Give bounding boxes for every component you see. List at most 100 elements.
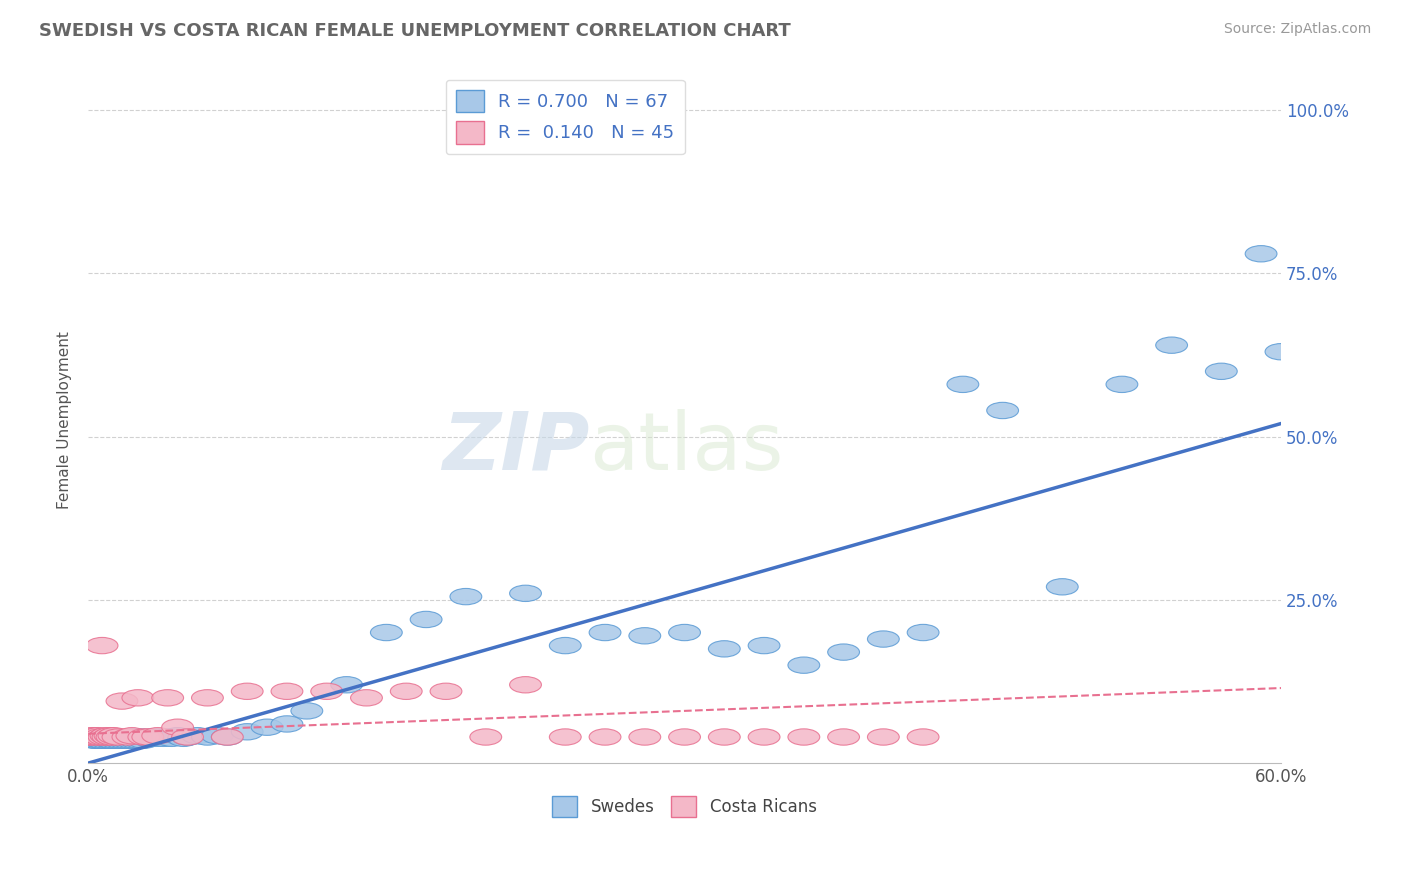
Ellipse shape bbox=[112, 732, 143, 748]
Ellipse shape bbox=[90, 732, 122, 748]
Ellipse shape bbox=[868, 729, 900, 745]
Ellipse shape bbox=[124, 732, 156, 748]
Ellipse shape bbox=[89, 729, 120, 745]
Ellipse shape bbox=[152, 729, 184, 745]
Ellipse shape bbox=[868, 631, 900, 648]
Ellipse shape bbox=[211, 729, 243, 745]
Y-axis label: Female Unemployment: Female Unemployment bbox=[58, 331, 72, 509]
Ellipse shape bbox=[1246, 245, 1277, 262]
Ellipse shape bbox=[391, 683, 422, 699]
Ellipse shape bbox=[79, 728, 110, 744]
Ellipse shape bbox=[143, 729, 176, 745]
Ellipse shape bbox=[669, 729, 700, 745]
Ellipse shape bbox=[110, 731, 142, 747]
Ellipse shape bbox=[470, 729, 502, 745]
Ellipse shape bbox=[132, 729, 163, 745]
Ellipse shape bbox=[411, 611, 441, 628]
Ellipse shape bbox=[136, 729, 167, 745]
Ellipse shape bbox=[232, 683, 263, 699]
Ellipse shape bbox=[172, 729, 204, 745]
Ellipse shape bbox=[82, 731, 114, 747]
Ellipse shape bbox=[94, 732, 127, 748]
Ellipse shape bbox=[162, 719, 194, 735]
Ellipse shape bbox=[128, 732, 160, 748]
Ellipse shape bbox=[450, 589, 482, 605]
Ellipse shape bbox=[103, 729, 134, 745]
Ellipse shape bbox=[430, 683, 463, 699]
Ellipse shape bbox=[201, 728, 233, 744]
Ellipse shape bbox=[122, 690, 153, 706]
Ellipse shape bbox=[172, 729, 204, 745]
Ellipse shape bbox=[108, 732, 139, 748]
Ellipse shape bbox=[291, 703, 323, 719]
Ellipse shape bbox=[86, 638, 118, 654]
Ellipse shape bbox=[80, 729, 112, 745]
Ellipse shape bbox=[271, 715, 302, 732]
Ellipse shape bbox=[103, 731, 134, 747]
Ellipse shape bbox=[120, 732, 152, 748]
Ellipse shape bbox=[1046, 579, 1078, 595]
Ellipse shape bbox=[105, 731, 138, 747]
Ellipse shape bbox=[72, 729, 104, 745]
Ellipse shape bbox=[142, 728, 173, 744]
Ellipse shape bbox=[350, 690, 382, 706]
Ellipse shape bbox=[709, 640, 740, 657]
Ellipse shape bbox=[89, 731, 120, 747]
Ellipse shape bbox=[330, 677, 363, 693]
Text: Source: ZipAtlas.com: Source: ZipAtlas.com bbox=[1223, 22, 1371, 37]
Ellipse shape bbox=[93, 731, 124, 747]
Ellipse shape bbox=[787, 657, 820, 673]
Ellipse shape bbox=[1265, 343, 1296, 359]
Ellipse shape bbox=[79, 732, 110, 748]
Legend: Swedes, Costa Ricans: Swedes, Costa Ricans bbox=[546, 789, 824, 823]
Ellipse shape bbox=[550, 729, 581, 745]
Ellipse shape bbox=[98, 731, 129, 747]
Ellipse shape bbox=[122, 731, 153, 747]
Ellipse shape bbox=[509, 585, 541, 601]
Ellipse shape bbox=[628, 628, 661, 644]
Ellipse shape bbox=[162, 728, 194, 744]
Ellipse shape bbox=[100, 732, 132, 748]
Ellipse shape bbox=[76, 728, 108, 744]
Ellipse shape bbox=[311, 683, 343, 699]
Ellipse shape bbox=[98, 728, 129, 744]
Ellipse shape bbox=[191, 729, 224, 745]
Ellipse shape bbox=[139, 731, 172, 747]
Ellipse shape bbox=[628, 729, 661, 745]
Ellipse shape bbox=[589, 624, 621, 640]
Ellipse shape bbox=[167, 731, 200, 747]
Ellipse shape bbox=[96, 729, 128, 745]
Ellipse shape bbox=[181, 728, 214, 744]
Ellipse shape bbox=[948, 376, 979, 392]
Ellipse shape bbox=[787, 729, 820, 745]
Ellipse shape bbox=[128, 729, 160, 745]
Ellipse shape bbox=[148, 731, 180, 747]
Ellipse shape bbox=[90, 728, 122, 744]
Ellipse shape bbox=[748, 638, 780, 654]
Ellipse shape bbox=[80, 732, 112, 748]
Ellipse shape bbox=[271, 683, 302, 699]
Ellipse shape bbox=[115, 732, 148, 748]
Ellipse shape bbox=[104, 732, 136, 748]
Ellipse shape bbox=[75, 729, 105, 745]
Ellipse shape bbox=[82, 728, 114, 744]
Ellipse shape bbox=[1107, 376, 1137, 392]
Ellipse shape bbox=[669, 624, 700, 640]
Ellipse shape bbox=[211, 729, 243, 745]
Ellipse shape bbox=[94, 728, 127, 744]
Ellipse shape bbox=[84, 729, 115, 745]
Ellipse shape bbox=[252, 719, 283, 735]
Ellipse shape bbox=[550, 638, 581, 654]
Ellipse shape bbox=[132, 731, 163, 747]
Ellipse shape bbox=[509, 677, 541, 693]
Text: ZIP: ZIP bbox=[441, 409, 589, 487]
Ellipse shape bbox=[589, 729, 621, 745]
Ellipse shape bbox=[114, 731, 146, 747]
Ellipse shape bbox=[1156, 337, 1188, 353]
Ellipse shape bbox=[152, 690, 184, 706]
Text: atlas: atlas bbox=[589, 409, 783, 487]
Ellipse shape bbox=[112, 729, 143, 745]
Ellipse shape bbox=[987, 402, 1018, 418]
Ellipse shape bbox=[709, 729, 740, 745]
Ellipse shape bbox=[96, 732, 128, 748]
